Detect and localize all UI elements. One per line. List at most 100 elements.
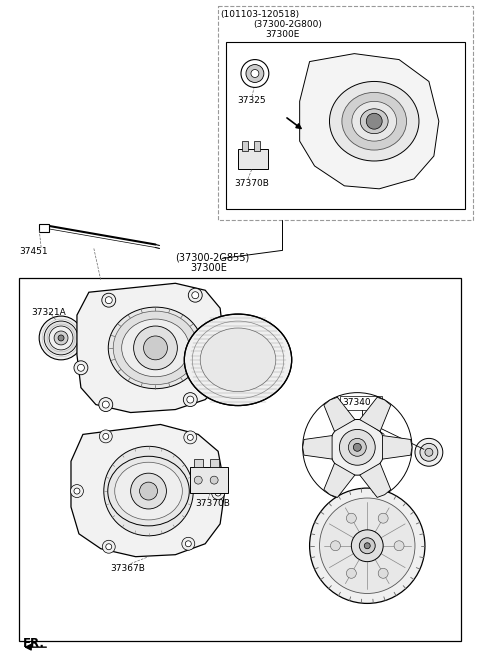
Circle shape	[351, 530, 383, 561]
Circle shape	[353, 444, 361, 451]
Polygon shape	[360, 397, 391, 432]
Circle shape	[54, 331, 68, 345]
Ellipse shape	[360, 109, 388, 134]
Circle shape	[194, 476, 202, 484]
Circle shape	[394, 541, 404, 551]
Ellipse shape	[115, 462, 182, 520]
Circle shape	[339, 430, 375, 465]
Circle shape	[360, 538, 375, 553]
Text: 37300E: 37300E	[190, 263, 227, 273]
Text: 37340: 37340	[342, 398, 371, 406]
Text: 37325: 37325	[237, 97, 265, 105]
Circle shape	[415, 438, 443, 466]
Text: 37321A: 37321A	[31, 308, 66, 317]
Circle shape	[330, 541, 340, 551]
Circle shape	[185, 541, 192, 547]
Circle shape	[187, 434, 193, 440]
Circle shape	[378, 513, 388, 523]
Text: FR.: FR.	[23, 637, 45, 650]
Polygon shape	[194, 459, 203, 467]
Polygon shape	[210, 459, 219, 467]
Circle shape	[77, 364, 84, 371]
Ellipse shape	[184, 314, 292, 406]
Circle shape	[188, 288, 202, 302]
Circle shape	[184, 431, 197, 444]
Circle shape	[187, 396, 194, 403]
Text: 37367B: 37367B	[111, 563, 145, 573]
Circle shape	[99, 398, 113, 412]
Text: (37300-2G855): (37300-2G855)	[175, 252, 250, 262]
Bar	[19, 278, 461, 641]
Ellipse shape	[113, 311, 198, 385]
Text: (37300-2G800): (37300-2G800)	[253, 20, 322, 29]
Circle shape	[364, 543, 370, 549]
Polygon shape	[254, 141, 260, 151]
Text: 37370B: 37370B	[195, 499, 230, 508]
Ellipse shape	[200, 328, 276, 392]
Circle shape	[102, 401, 109, 408]
Circle shape	[74, 361, 88, 375]
Ellipse shape	[329, 81, 419, 161]
Circle shape	[133, 326, 178, 370]
Ellipse shape	[108, 307, 203, 389]
Circle shape	[251, 70, 259, 77]
Text: 37451: 37451	[19, 248, 48, 256]
Circle shape	[206, 361, 220, 375]
Polygon shape	[77, 283, 225, 412]
Polygon shape	[383, 436, 412, 459]
Circle shape	[366, 113, 382, 129]
Circle shape	[39, 316, 83, 360]
Circle shape	[310, 488, 425, 604]
Text: 37370B: 37370B	[234, 179, 269, 188]
Ellipse shape	[122, 319, 189, 377]
Circle shape	[378, 569, 388, 579]
Polygon shape	[302, 436, 332, 459]
Ellipse shape	[352, 101, 396, 141]
Circle shape	[420, 444, 438, 461]
Circle shape	[49, 326, 73, 350]
Circle shape	[425, 448, 433, 456]
Circle shape	[102, 540, 115, 553]
Polygon shape	[360, 463, 391, 497]
Circle shape	[140, 482, 157, 500]
Ellipse shape	[342, 93, 407, 150]
Circle shape	[329, 420, 385, 475]
Circle shape	[320, 498, 415, 593]
Circle shape	[131, 473, 167, 509]
Circle shape	[182, 538, 195, 550]
Circle shape	[106, 544, 112, 549]
Circle shape	[74, 488, 80, 494]
Circle shape	[99, 430, 112, 443]
Circle shape	[347, 513, 356, 523]
Circle shape	[348, 438, 366, 456]
Polygon shape	[324, 463, 355, 497]
Circle shape	[58, 335, 64, 341]
Circle shape	[347, 569, 356, 579]
Polygon shape	[324, 397, 355, 432]
Circle shape	[144, 336, 168, 360]
Circle shape	[183, 393, 197, 406]
Text: (101103-120518): (101103-120518)	[220, 10, 299, 19]
Circle shape	[44, 321, 78, 355]
Bar	[218, 6, 473, 220]
Bar	[340, 396, 382, 410]
Circle shape	[212, 487, 225, 500]
Polygon shape	[300, 54, 439, 189]
Polygon shape	[238, 149, 268, 169]
Polygon shape	[242, 141, 248, 151]
Bar	[226, 42, 465, 209]
Ellipse shape	[108, 456, 189, 526]
Circle shape	[210, 364, 216, 371]
Polygon shape	[71, 424, 225, 557]
Circle shape	[102, 293, 116, 307]
Circle shape	[105, 297, 112, 304]
Polygon shape	[190, 467, 228, 493]
Circle shape	[103, 434, 109, 440]
Circle shape	[215, 490, 221, 496]
Polygon shape	[39, 224, 49, 232]
Text: 37300E: 37300E	[265, 30, 299, 39]
Circle shape	[241, 60, 269, 87]
Circle shape	[192, 292, 199, 299]
Circle shape	[71, 485, 84, 498]
Circle shape	[104, 446, 193, 536]
